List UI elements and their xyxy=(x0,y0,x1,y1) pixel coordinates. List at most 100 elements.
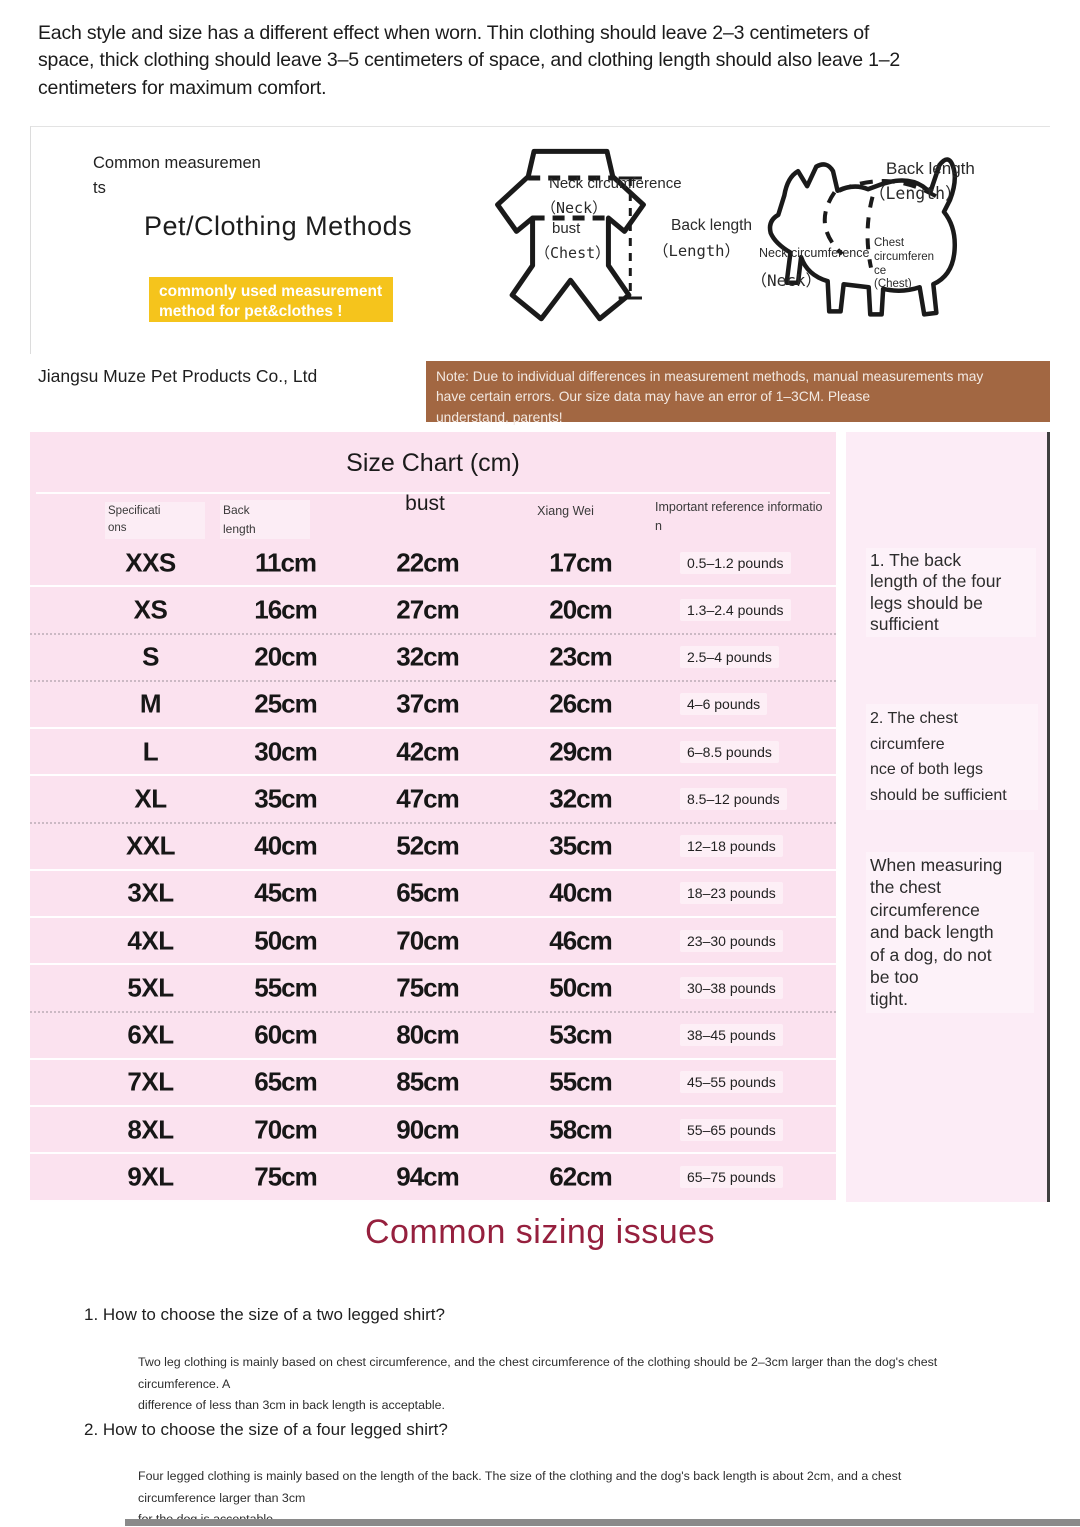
back-length-cell: 75cm xyxy=(254,1161,318,1192)
size-cell: XL xyxy=(134,783,167,814)
bust-cell: 27cm xyxy=(396,594,460,625)
sidebar-note-2: 2. The chest circumfere nce of both legs… xyxy=(866,704,1038,811)
table-row: XS 16cm 27cm 20cm 1.3–2.4 pounds xyxy=(30,587,836,635)
back-length-cell: 40cm xyxy=(254,830,318,861)
back-length-cell: 45cm xyxy=(254,877,318,908)
bust-cell: 47cm xyxy=(396,783,460,814)
back-length-cell: 55cm xyxy=(254,972,318,1003)
weight-cell: 1.3–2.4 pounds xyxy=(680,598,791,621)
back-length-cell: 70cm xyxy=(254,1114,318,1145)
length-cell: 50cm xyxy=(549,972,613,1003)
dog-neck-label: Neck circumference xyxy=(759,246,870,260)
back-length-cell: 65cm xyxy=(254,1066,318,1097)
bust-cell: 65cm xyxy=(396,877,460,908)
back-length-cell: 16cm xyxy=(254,594,318,625)
size-cell: 7XL xyxy=(127,1066,174,1097)
weight-cell: 8.5–12 pounds xyxy=(680,787,787,810)
size-chart-sidebar: 1. The back length of the four legs shou… xyxy=(846,432,1050,1202)
table-row: 5XL 55cm 75cm 50cm 30–38 pounds xyxy=(30,965,836,1013)
weight-cell: 23–30 pounds xyxy=(680,929,783,952)
dog-diagram-icon xyxy=(757,141,985,337)
weight-cell: 38–45 pounds xyxy=(680,1024,783,1047)
shirt-back-length-label: Back length xyxy=(671,217,752,234)
bust-cell: 80cm xyxy=(396,1019,460,1050)
measurement-error-note: Note: Due to individual differences in m… xyxy=(426,361,1050,425)
question-2: 2. How to choose the size of a four legg… xyxy=(84,1420,448,1439)
dog-chest-label: Chest circumferen ce (Chest) xyxy=(874,237,935,291)
size-cell: 4XL xyxy=(127,925,174,956)
table-row: 4XL 50cm 70cm 46cm 23–30 pounds xyxy=(30,918,836,966)
weight-cell: 45–55 pounds xyxy=(680,1071,783,1094)
shirt-diagram-icon xyxy=(483,141,658,341)
length-cell: 29cm xyxy=(549,736,613,767)
length-cell: 20cm xyxy=(549,594,613,625)
bust-cell: 52cm xyxy=(396,830,460,861)
shirt-length-paren-label: （Length） xyxy=(653,242,740,260)
table-row: XXL 40cm 52cm 35cm 12–18 pounds xyxy=(30,824,836,871)
size-chart-title: Size Chart (cm) xyxy=(346,449,520,477)
size-rows: XXS 11cm 22cm 17cm 0.5–1.2 pounds XS 16c… xyxy=(30,540,836,1202)
panel-title: Pet/Clothing Methods xyxy=(144,211,413,241)
measurement-panel: Common measuremen ts Pet/Clothing Method… xyxy=(30,126,1050,354)
size-cell: XS xyxy=(133,594,168,625)
length-cell: 35cm xyxy=(549,830,613,861)
bust-cell: 75cm xyxy=(396,972,460,1003)
dog-length-paren-label: （Length） xyxy=(869,184,962,203)
header-reference-info: Important reference informatio n xyxy=(655,500,823,533)
sidebar-note-3: When measuring the chest circumference a… xyxy=(866,852,1034,1013)
header-xiang-wei: Xiang Wei xyxy=(537,504,594,518)
weight-cell: 6–8.5 pounds xyxy=(680,740,779,763)
length-cell: 55cm xyxy=(549,1066,613,1097)
weight-cell: 18–23 pounds xyxy=(680,882,783,905)
title-divider xyxy=(36,492,830,494)
header-bust: bust xyxy=(405,492,445,515)
back-length-cell: 60cm xyxy=(254,1019,318,1050)
shirt-neck-paren-label: （Neck） xyxy=(541,199,608,217)
table-row: 8XL 70cm 90cm 58cm 55–65 pounds xyxy=(30,1107,836,1155)
bust-cell: 85cm xyxy=(396,1066,460,1097)
length-cell: 40cm xyxy=(549,877,613,908)
size-cell: 6XL xyxy=(127,1019,174,1050)
length-cell: 62cm xyxy=(549,1161,613,1192)
weight-cell: 55–65 pounds xyxy=(680,1118,783,1141)
bust-cell: 90cm xyxy=(396,1114,460,1145)
answer-1: Two leg clothing is mainly based on ches… xyxy=(138,1355,938,1413)
size-chart-table: Size Chart (cm) Specificati ons Back len… xyxy=(30,432,836,1202)
bust-cell: 42cm xyxy=(396,736,460,767)
intro-paragraph: Each style and size has a different effe… xyxy=(38,22,901,99)
weight-cell: 30–38 pounds xyxy=(680,976,783,999)
length-cell: 32cm xyxy=(549,783,613,814)
bust-cell: 70cm xyxy=(396,925,460,956)
common-measurements-label: Common measuremen ts xyxy=(93,154,261,197)
header-back-length: Back length xyxy=(220,500,310,540)
back-length-cell: 35cm xyxy=(254,783,318,814)
bust-cell: 22cm xyxy=(396,547,460,578)
dog-back-length-label: Back length xyxy=(886,159,975,178)
length-cell: 26cm xyxy=(549,688,613,719)
back-length-cell: 30cm xyxy=(254,736,318,767)
measurement-badge: commonly used measurement method for pet… xyxy=(149,277,393,322)
bust-cell: 94cm xyxy=(396,1161,460,1192)
length-cell: 46cm xyxy=(549,925,613,956)
size-cell: 9XL xyxy=(127,1161,174,1192)
bust-cell: 32cm xyxy=(396,641,460,672)
weight-cell: 12–18 pounds xyxy=(680,835,783,858)
back-length-cell: 20cm xyxy=(254,641,318,672)
table-row: S 20cm 32cm 23cm 2.5–4 pounds xyxy=(30,635,836,682)
size-cell: S xyxy=(142,641,159,672)
answer-2: Four legged clothing is mainly based on … xyxy=(138,1469,902,1526)
bust-cell: 37cm xyxy=(396,688,460,719)
table-row: 9XL 75cm 94cm 62cm 65–75 pounds xyxy=(30,1154,836,1202)
dog-neck-paren-label: （Neck） xyxy=(751,271,822,290)
table-row: L 30cm 42cm 29cm 6–8.5 pounds xyxy=(30,729,836,777)
table-row: 7XL 65cm 85cm 55cm 45–55 pounds xyxy=(30,1060,836,1107)
shirt-bust-label: bust xyxy=(552,220,581,237)
length-cell: 58cm xyxy=(549,1114,613,1145)
size-cell: 3XL xyxy=(127,877,174,908)
sidebar-note-1: 1. The back length of the four legs shou… xyxy=(866,548,1036,638)
common-sizing-issues-title: Common sizing issues xyxy=(364,1213,716,1251)
table-row: 3XL 45cm 65cm 40cm 18–23 pounds xyxy=(30,871,836,918)
company-name: Jiangsu Muze Pet Products Co., Ltd xyxy=(38,366,318,386)
size-chart-section: Size Chart (cm) Specificati ons Back len… xyxy=(30,432,1050,1202)
question-1: 1. How to choose the size of a two legge… xyxy=(84,1305,445,1324)
